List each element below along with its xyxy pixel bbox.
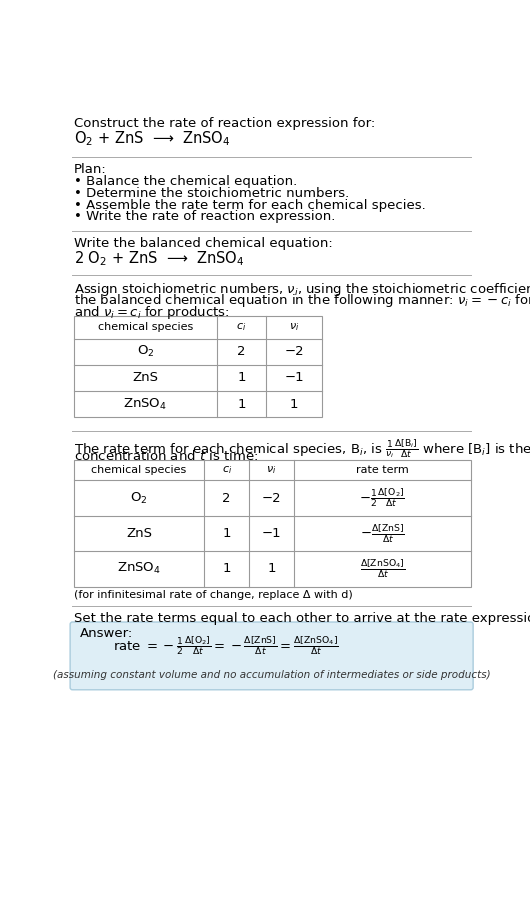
Text: $\nu_i$: $\nu_i$: [289, 321, 299, 333]
Text: O$_2$ + ZnS  ⟶  ZnSO$_4$: O$_2$ + ZnS ⟶ ZnSO$_4$: [74, 129, 231, 148]
Text: concentration and $t$ is time:: concentration and $t$ is time:: [74, 449, 258, 463]
Text: −1: −1: [262, 527, 281, 540]
Text: 2: 2: [237, 345, 245, 359]
Text: −1: −1: [284, 371, 304, 384]
Text: rate $= -\frac{1}{2}\frac{\Delta[\mathrm{O_2}]}{\Delta t} = -\frac{\Delta[\mathr: rate $= -\frac{1}{2}\frac{\Delta[\mathrm…: [113, 634, 339, 657]
Text: • Balance the chemical equation.: • Balance the chemical equation.: [74, 176, 297, 188]
Text: 1: 1: [237, 371, 245, 384]
Text: −2: −2: [284, 345, 304, 359]
Text: the balanced chemical equation in the following manner: $\nu_i = -c_i$ for react: the balanced chemical equation in the fo…: [74, 292, 530, 309]
Text: Write the balanced chemical equation:: Write the balanced chemical equation:: [74, 237, 333, 250]
Text: chemical species: chemical species: [98, 322, 193, 332]
Bar: [74, 460, 471, 587]
Text: $c_i$: $c_i$: [236, 321, 246, 333]
Text: (assuming constant volume and no accumulation of intermediates or side products): (assuming constant volume and no accumul…: [53, 670, 490, 680]
Text: $c_i$: $c_i$: [222, 464, 232, 476]
Text: ZnSO$_4$: ZnSO$_4$: [123, 397, 167, 411]
Text: 1: 1: [237, 398, 245, 410]
Text: Assign stoichiometric numbers, $\nu_i$, using the stoichiometric coefficients, $: Assign stoichiometric numbers, $\nu_i$, …: [74, 281, 530, 298]
Text: 1: 1: [290, 398, 298, 410]
Text: rate term: rate term: [356, 465, 409, 475]
Text: Answer:: Answer:: [80, 627, 134, 641]
Bar: [74, 316, 322, 417]
Text: ZnS: ZnS: [132, 371, 158, 384]
Text: 2: 2: [223, 491, 231, 504]
Text: O$_2$: O$_2$: [130, 490, 148, 506]
FancyBboxPatch shape: [70, 622, 473, 690]
Text: ZnS: ZnS: [126, 527, 152, 540]
Text: 2 O$_2$ + ZnS  ⟶  ZnSO$_4$: 2 O$_2$ + ZnS ⟶ ZnSO$_4$: [74, 249, 244, 268]
Text: $\nu_i$: $\nu_i$: [267, 464, 277, 476]
Text: 1: 1: [267, 562, 276, 575]
Text: • Write the rate of reaction expression.: • Write the rate of reaction expression.: [74, 210, 335, 223]
Text: ZnSO$_4$: ZnSO$_4$: [117, 561, 161, 576]
Text: • Assemble the rate term for each chemical species.: • Assemble the rate term for each chemic…: [74, 198, 426, 211]
Text: $\frac{\Delta[\mathrm{ZnSO_4}]}{\Delta t}$: $\frac{\Delta[\mathrm{ZnSO_4}]}{\Delta t…: [360, 558, 405, 581]
Text: Plan:: Plan:: [74, 163, 107, 177]
Text: chemical species: chemical species: [92, 465, 187, 475]
Text: and $\nu_i = c_i$ for products:: and $\nu_i = c_i$ for products:: [74, 304, 229, 321]
Text: −2: −2: [262, 491, 281, 504]
Text: The rate term for each chemical species, B$_i$, is $\frac{1}{\nu_i}\frac{\Delta[: The rate term for each chemical species,…: [74, 437, 530, 460]
Text: 1: 1: [223, 562, 231, 575]
Text: (for infinitesimal rate of change, replace Δ with d): (for infinitesimal rate of change, repla…: [74, 591, 353, 601]
Text: $-\frac{\Delta[\mathrm{ZnS}]}{\Delta t}$: $-\frac{\Delta[\mathrm{ZnS}]}{\Delta t}$: [360, 522, 405, 544]
Text: O$_2$: O$_2$: [137, 344, 154, 359]
Text: $-\frac{1}{2}\frac{\Delta[\mathrm{O_2}]}{\Delta t}$: $-\frac{1}{2}\frac{\Delta[\mathrm{O_2}]}…: [359, 487, 405, 510]
Text: • Determine the stoichiometric numbers.: • Determine the stoichiometric numbers.: [74, 187, 349, 200]
Text: 1: 1: [223, 527, 231, 540]
Text: Set the rate terms equal to each other to arrive at the rate expression:: Set the rate terms equal to each other t…: [74, 612, 530, 625]
Text: Construct the rate of reaction expression for:: Construct the rate of reaction expressio…: [74, 116, 375, 130]
